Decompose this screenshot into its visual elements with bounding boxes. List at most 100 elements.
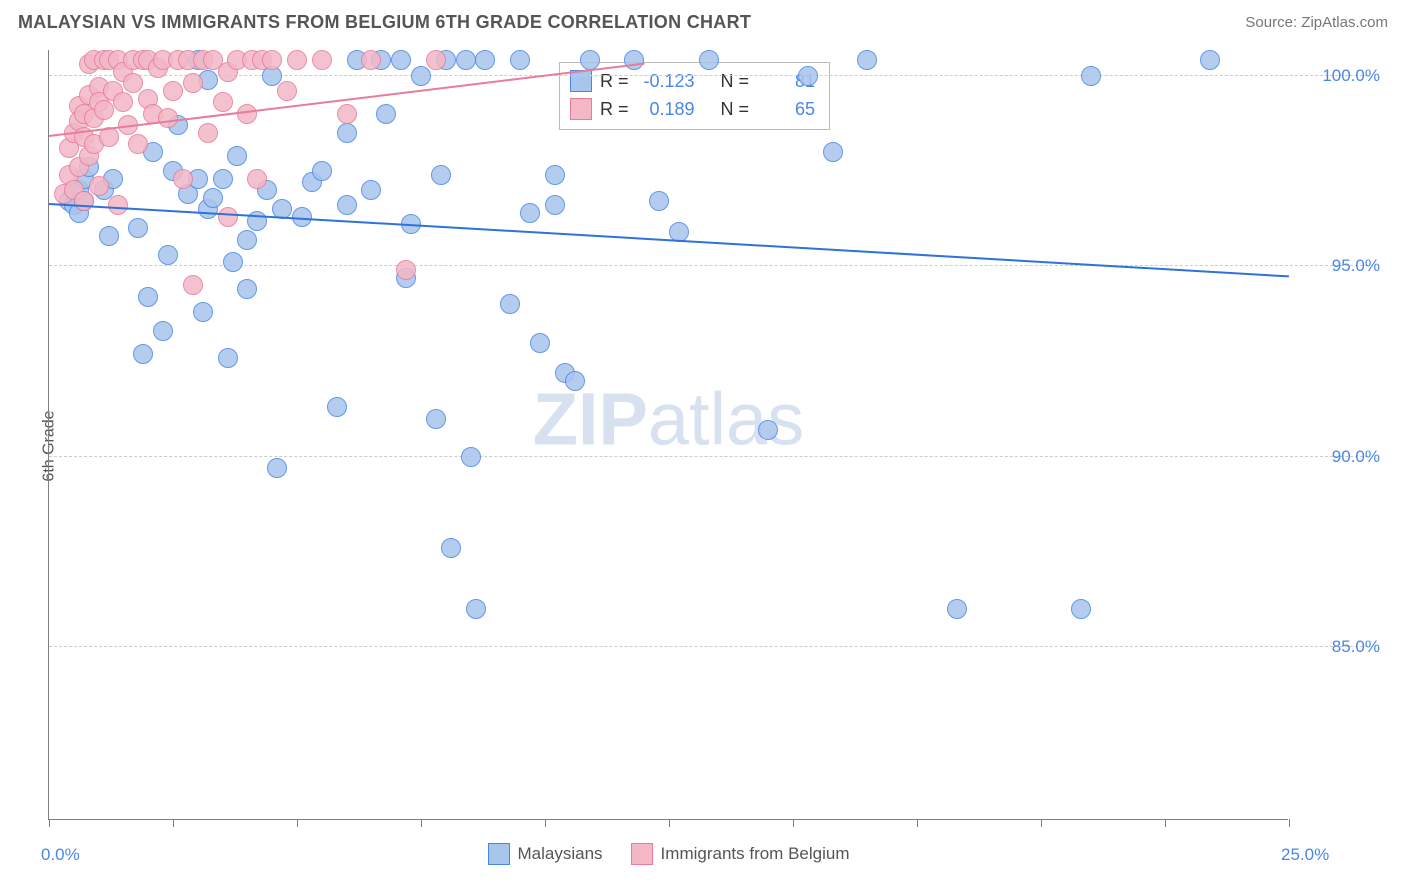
data-point-malaysians	[411, 66, 431, 86]
data-point-malaysians	[237, 230, 257, 250]
swatch-belgium-icon	[570, 98, 592, 120]
data-point-malaysians	[947, 599, 967, 619]
x-tick	[545, 819, 546, 827]
gridline	[49, 456, 1368, 457]
y-tick-label: 90.0%	[1332, 447, 1380, 467]
data-point-belgium	[247, 169, 267, 189]
data-point-malaysians	[267, 458, 287, 478]
data-point-belgium	[183, 73, 203, 93]
gridline	[49, 265, 1368, 266]
data-point-malaysians	[1081, 66, 1101, 86]
data-point-belgium	[128, 134, 148, 154]
data-point-malaysians	[247, 211, 267, 231]
stats-legend-box: R = -0.123 N = 81 R = 0.189 N = 65	[559, 62, 830, 130]
swatch-belgium-icon	[631, 843, 653, 865]
data-point-belgium	[89, 176, 109, 196]
data-point-malaysians	[530, 333, 550, 353]
data-point-malaysians	[376, 104, 396, 124]
data-point-belgium	[198, 123, 218, 143]
x-tick	[917, 819, 918, 827]
data-point-belgium	[237, 104, 257, 124]
data-point-belgium	[337, 104, 357, 124]
x-tick	[421, 819, 422, 827]
data-point-malaysians	[327, 397, 347, 417]
data-point-malaysians	[431, 165, 451, 185]
chart-header: MALAYSIAN VS IMMIGRANTS FROM BELGIUM 6TH…	[18, 12, 1388, 33]
data-point-belgium	[213, 92, 233, 112]
legend-item-malaysians: Malaysians	[488, 843, 603, 865]
stats-row-belgium: R = 0.189 N = 65	[570, 95, 815, 123]
data-point-malaysians	[699, 50, 719, 70]
x-tick	[1165, 819, 1166, 827]
x-tick-label: 25.0%	[1281, 845, 1329, 865]
data-point-malaysians	[475, 50, 495, 70]
data-point-malaysians	[798, 66, 818, 86]
data-point-malaysians	[227, 146, 247, 166]
scatter-plot-area: ZIPatlas R = -0.123 N = 81 R = 0.189 N =…	[48, 50, 1288, 820]
data-point-malaysians	[312, 161, 332, 181]
y-tick-label: 100.0%	[1322, 66, 1380, 86]
data-point-malaysians	[545, 195, 565, 215]
x-tick	[49, 819, 50, 827]
y-tick-label: 95.0%	[1332, 256, 1380, 276]
x-tick	[297, 819, 298, 827]
source-attribution: Source: ZipAtlas.com	[1245, 14, 1388, 31]
data-point-malaysians	[1200, 50, 1220, 70]
data-point-belgium	[173, 169, 193, 189]
data-point-malaysians	[426, 409, 446, 429]
data-point-malaysians	[158, 245, 178, 265]
data-point-belgium	[163, 81, 183, 101]
legend-label: Immigrants from Belgium	[661, 844, 850, 864]
data-point-malaysians	[361, 180, 381, 200]
data-point-malaysians	[99, 226, 119, 246]
data-point-malaysians	[456, 50, 476, 70]
data-point-malaysians	[391, 50, 411, 70]
gridline	[49, 646, 1368, 647]
data-point-belgium	[94, 100, 114, 120]
data-point-malaysians	[565, 371, 585, 391]
stats-row-malaysians: R = -0.123 N = 81	[570, 67, 815, 95]
data-point-malaysians	[337, 123, 357, 143]
data-point-malaysians	[138, 287, 158, 307]
data-point-malaysians	[500, 294, 520, 314]
y-tick-label: 85.0%	[1332, 637, 1380, 657]
swatch-malaysians-icon	[570, 70, 592, 92]
data-point-belgium	[287, 50, 307, 70]
data-point-belgium	[108, 195, 128, 215]
bottom-legend: Malaysians Immigrants from Belgium	[488, 843, 850, 865]
data-point-belgium	[158, 108, 178, 128]
data-point-malaysians	[153, 321, 173, 341]
data-point-belgium	[396, 260, 416, 280]
data-point-belgium	[426, 50, 446, 70]
data-point-belgium	[113, 92, 133, 112]
data-point-malaysians	[624, 50, 644, 70]
gridline	[49, 75, 1368, 76]
x-tick	[1289, 819, 1290, 827]
x-tick	[1041, 819, 1042, 827]
data-point-malaysians	[133, 344, 153, 364]
data-point-malaysians	[218, 348, 238, 368]
data-point-malaysians	[193, 302, 213, 322]
x-tick	[793, 819, 794, 827]
data-point-belgium	[277, 81, 297, 101]
data-point-malaysians	[237, 279, 257, 299]
x-tick-label: 0.0%	[41, 845, 80, 865]
data-point-malaysians	[441, 538, 461, 558]
data-point-belgium	[312, 50, 332, 70]
data-point-malaysians	[545, 165, 565, 185]
x-tick	[173, 819, 174, 827]
data-point-malaysians	[203, 188, 223, 208]
data-point-belgium	[183, 275, 203, 295]
data-point-malaysians	[510, 50, 530, 70]
legend-label: Malaysians	[518, 844, 603, 864]
data-point-belgium	[74, 191, 94, 211]
data-point-belgium	[361, 50, 381, 70]
legend-item-belgium: Immigrants from Belgium	[631, 843, 850, 865]
data-point-malaysians	[461, 447, 481, 467]
data-point-malaysians	[649, 191, 669, 211]
data-point-belgium	[262, 50, 282, 70]
data-point-malaysians	[1071, 599, 1091, 619]
data-point-malaysians	[337, 195, 357, 215]
data-point-belgium	[218, 207, 238, 227]
data-point-malaysians	[758, 420, 778, 440]
